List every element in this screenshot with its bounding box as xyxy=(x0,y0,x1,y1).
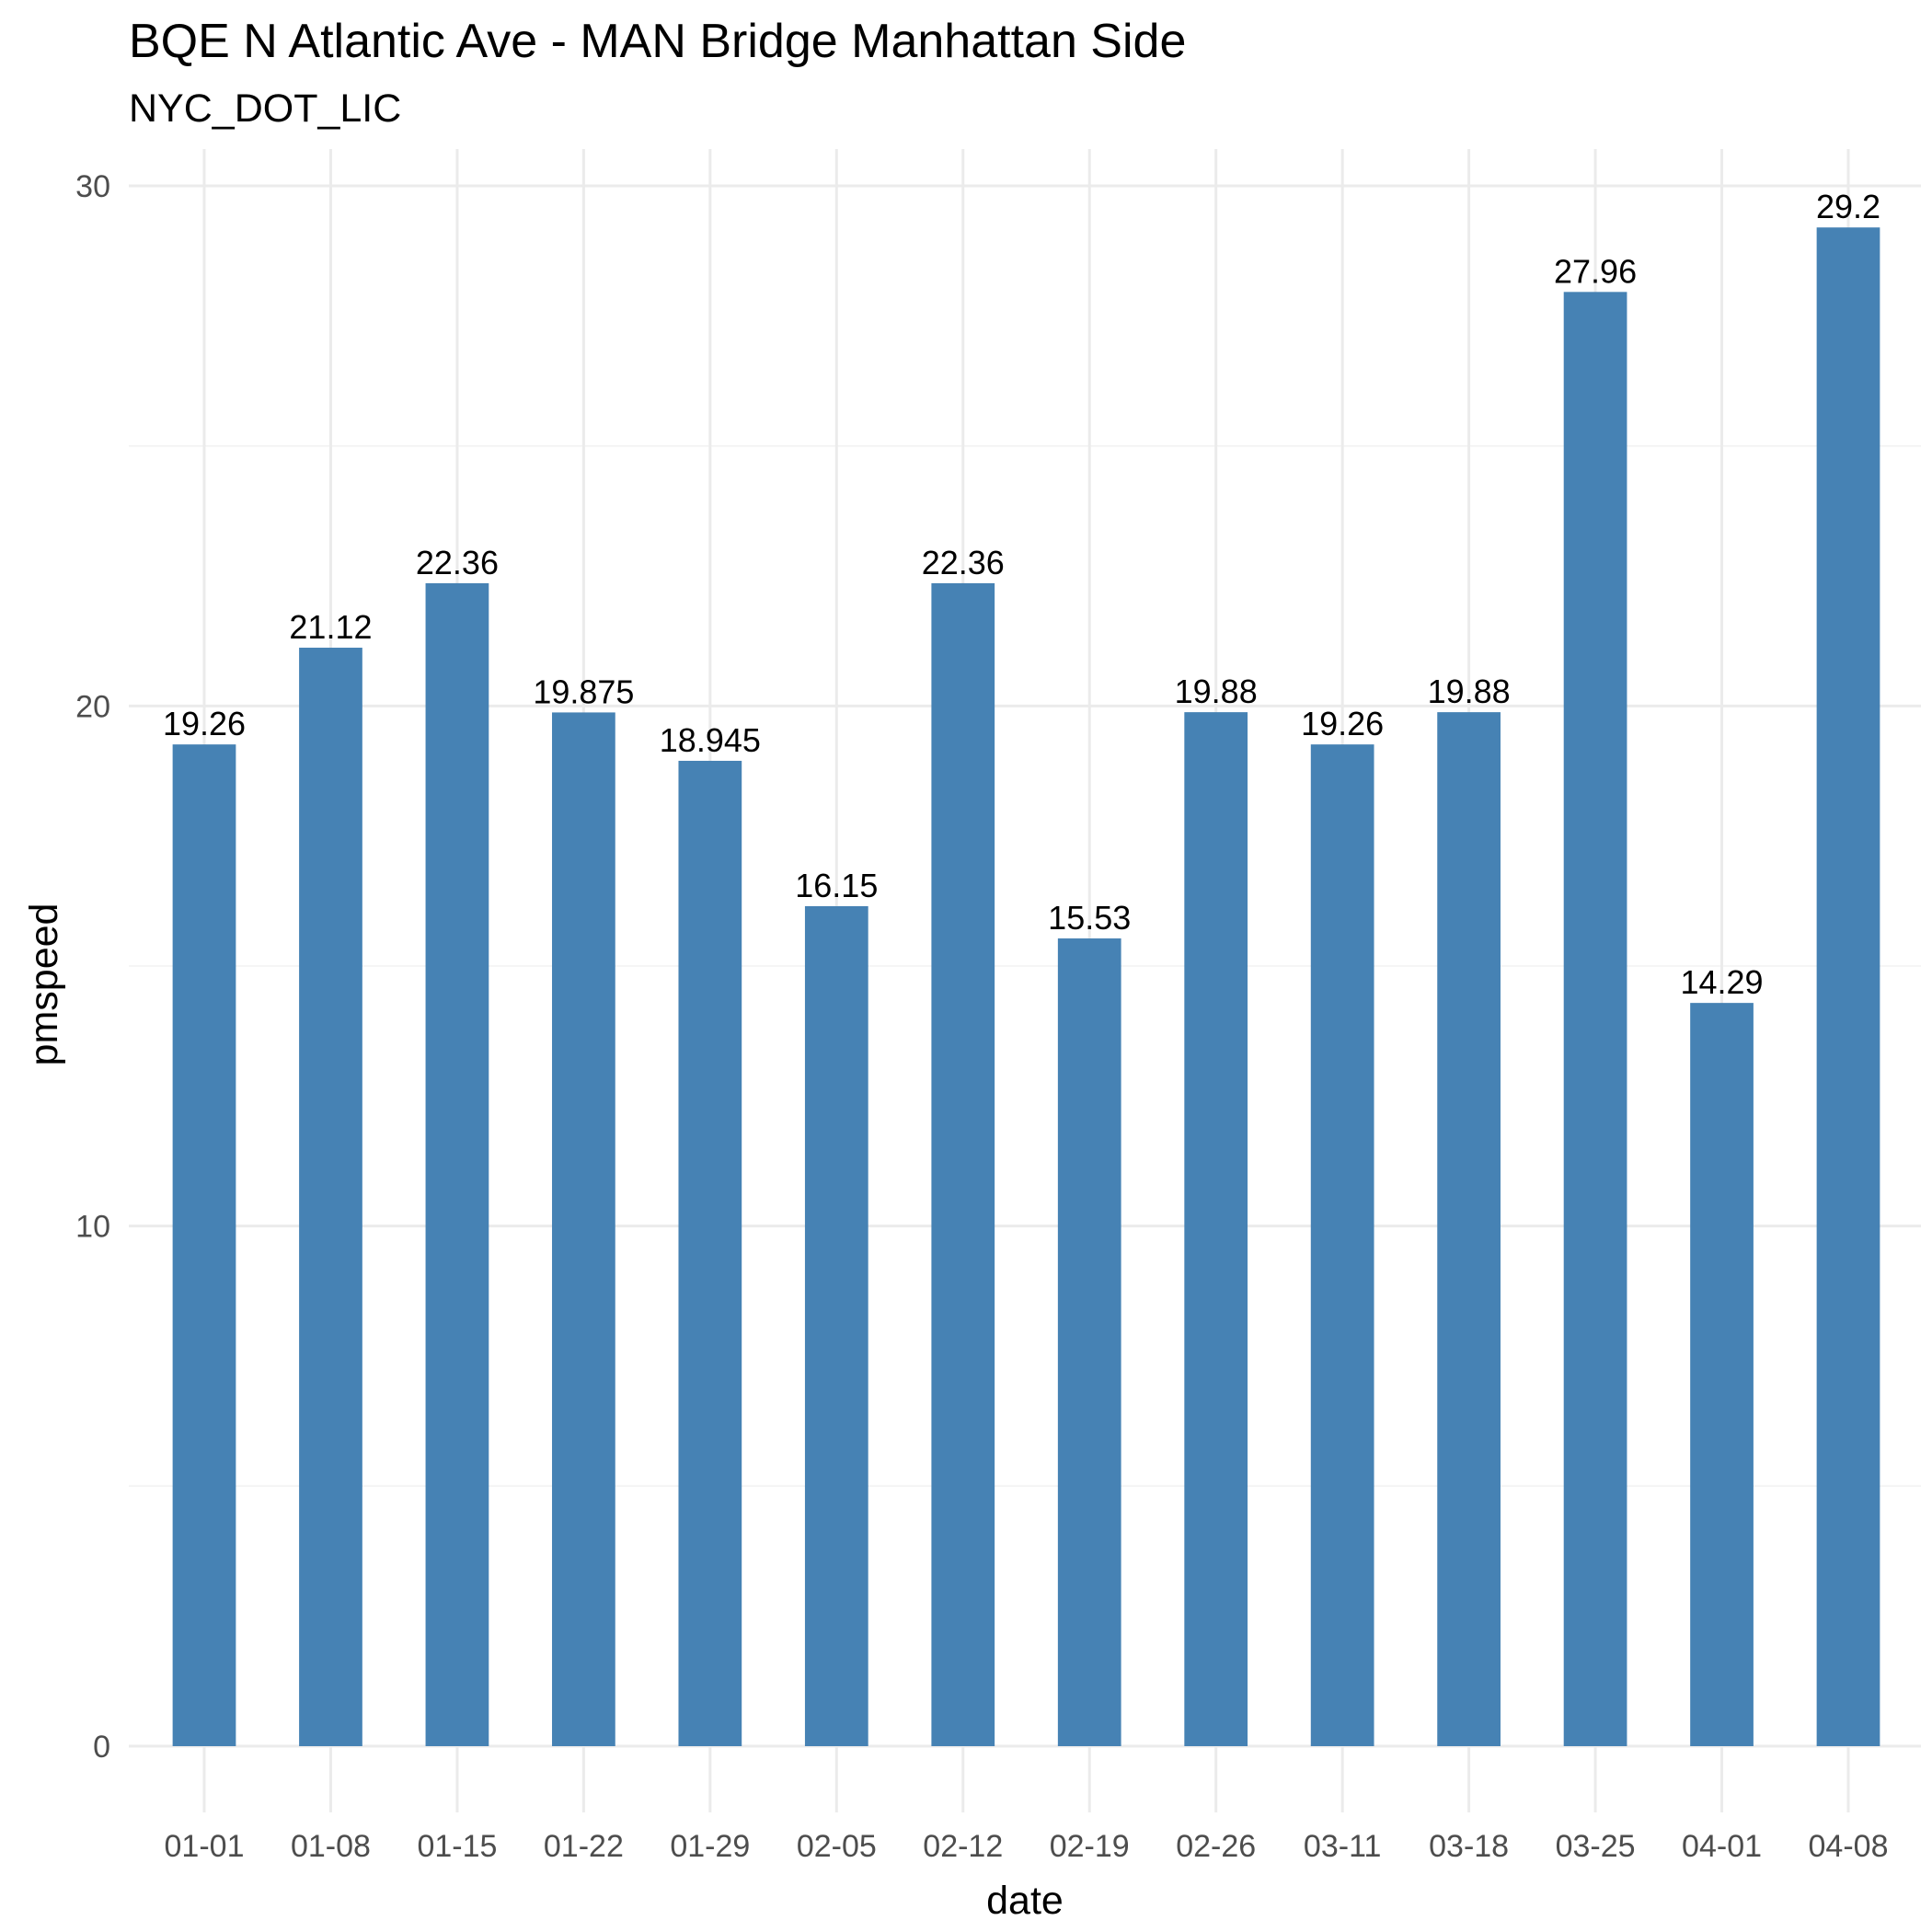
x-axis-title: date xyxy=(986,1879,1064,1923)
bar xyxy=(425,582,489,1746)
x-tick-label: 01-15 xyxy=(417,1829,497,1864)
data-label: 27.96 xyxy=(1554,252,1637,290)
x-tick-label: 02-05 xyxy=(797,1829,877,1864)
x-tick-layer: 01-01 01-08 01-15 01-22 01-29 02-05 02-12 02-19… xyxy=(165,1829,1889,1864)
chart-title: BQE N Atlantic Ave - MAN Bridge Manhatta… xyxy=(129,15,1186,68)
data-label: 22.36 xyxy=(416,544,499,581)
bar xyxy=(678,760,742,1746)
data-label: 21.12 xyxy=(289,608,372,646)
bar xyxy=(1184,712,1248,1746)
x-tick-label: 01-22 xyxy=(544,1829,624,1864)
bar xyxy=(1310,744,1374,1747)
y-tick-label: 0 xyxy=(93,1730,110,1765)
data-label: 19.88 xyxy=(1175,673,1258,710)
bar xyxy=(1437,712,1501,1746)
bar xyxy=(804,905,868,1746)
y-tick-label: 20 xyxy=(75,689,110,724)
y-tick-label: 10 xyxy=(75,1210,110,1245)
x-tick-label: 01-08 xyxy=(291,1829,371,1864)
x-tick-label: 03-18 xyxy=(1429,1829,1509,1864)
data-label: 14.29 xyxy=(1680,963,1763,1001)
bar xyxy=(1816,227,1880,1746)
x-tick-label: 01-29 xyxy=(670,1829,750,1864)
x-tick-label: 03-25 xyxy=(1556,1829,1636,1864)
bar xyxy=(1563,292,1627,1746)
chart-subtitle: NYC_DOT_LIC xyxy=(129,86,401,131)
data-label: 22.36 xyxy=(922,544,1005,581)
y-tick-label: 30 xyxy=(75,169,110,204)
data-label: 19.26 xyxy=(163,705,246,742)
bar xyxy=(1057,938,1121,1746)
y-tick-layer: 0 10 20 30 xyxy=(75,169,110,1765)
data-label: 18.945 xyxy=(660,721,761,759)
x-tick-label: 02-12 xyxy=(923,1829,1003,1864)
bar-layer xyxy=(172,227,1880,1747)
data-label: 29.2 xyxy=(1816,188,1880,225)
x-tick-label: 03-11 xyxy=(1304,1829,1381,1864)
bar xyxy=(1690,1003,1754,1746)
x-tick-label: 02-19 xyxy=(1050,1829,1130,1864)
data-label: 15.53 xyxy=(1048,899,1131,937)
x-tick-label: 04-01 xyxy=(1682,1829,1762,1864)
data-label: 19.88 xyxy=(1428,673,1511,710)
x-tick-label: 04-08 xyxy=(1809,1829,1889,1864)
data-label-layer: 19.26 21.12 22.36 19.875 18.945 16.15 22.36 15.… xyxy=(163,188,1880,1001)
data-label: 19.26 xyxy=(1301,705,1384,742)
data-label: 19.875 xyxy=(533,673,634,710)
x-tick-label: 01-01 xyxy=(165,1829,245,1864)
bar xyxy=(552,712,615,1746)
bar xyxy=(172,744,236,1747)
y-axis-title: pmspeed xyxy=(22,903,66,1066)
data-label: 16.15 xyxy=(795,867,878,904)
bar xyxy=(931,582,995,1746)
x-tick-label: 02-26 xyxy=(1176,1829,1256,1864)
grid-layer xyxy=(129,149,1921,1812)
bar xyxy=(299,648,362,1746)
